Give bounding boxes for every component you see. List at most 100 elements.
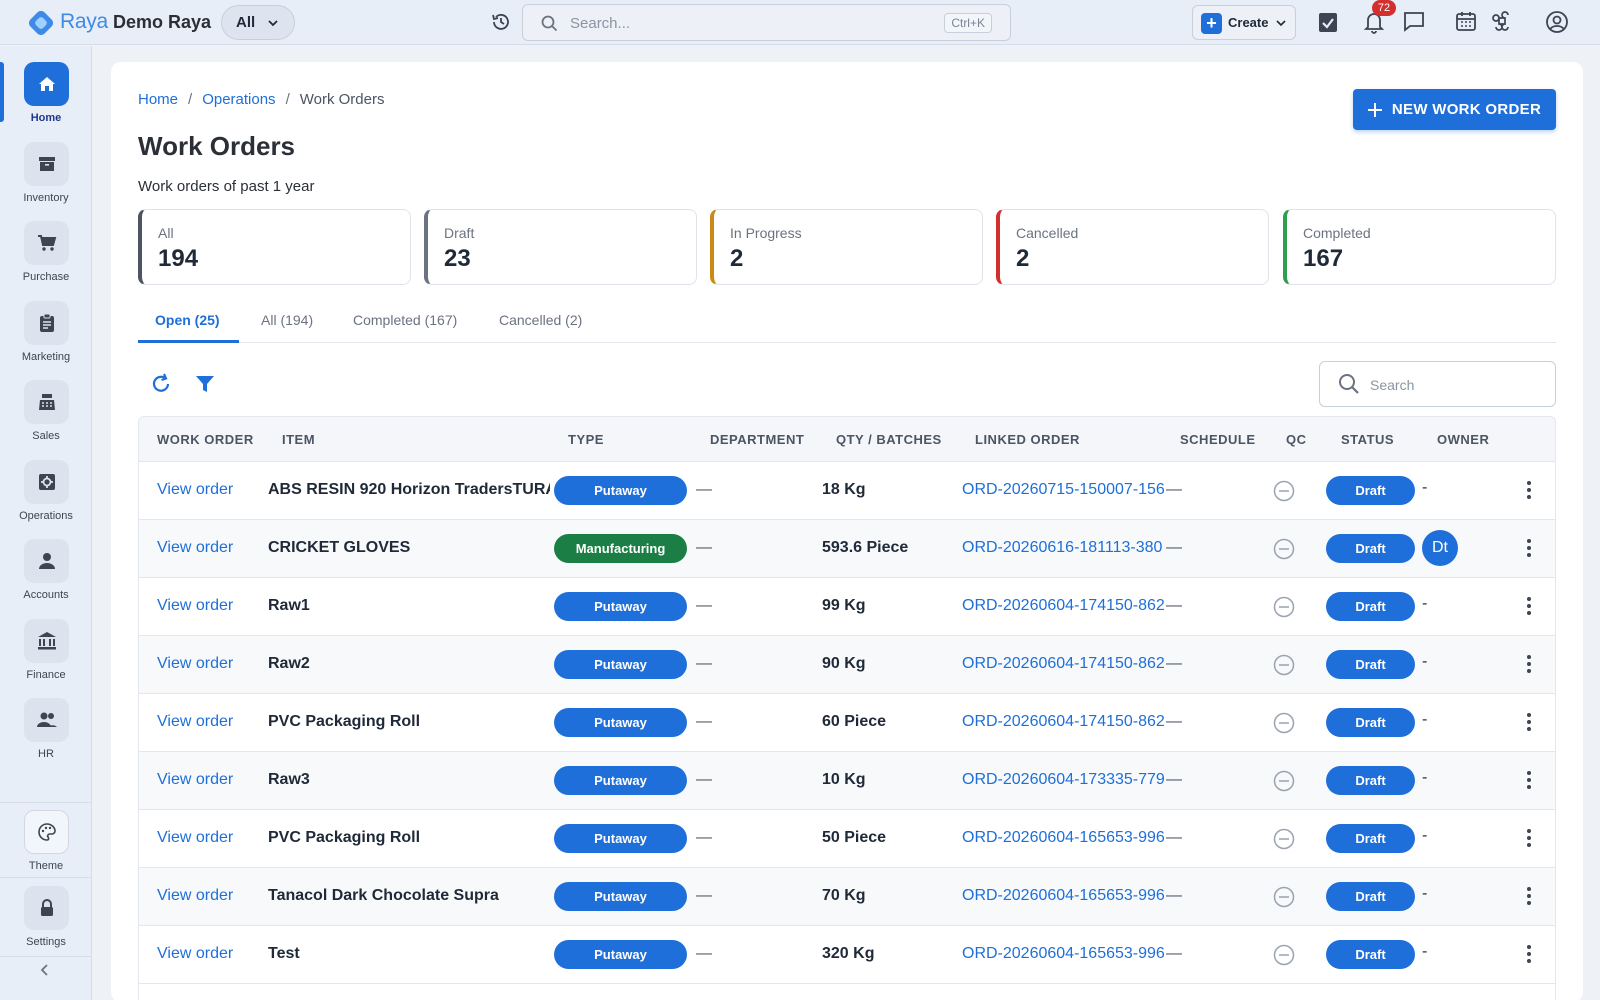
linked-order-link[interactable]: ORD-20260715-150007-156	[962, 481, 1165, 498]
command-icon[interactable]	[1491, 10, 1513, 32]
status-badge: Draft	[1326, 476, 1415, 505]
breadcrumb-operations-link[interactable]: Operations	[202, 91, 276, 108]
department-value: —	[696, 945, 712, 962]
column-header-owner[interactable]: OWNER	[1437, 432, 1490, 447]
tasks-check-icon[interactable]	[1317, 10, 1339, 34]
view-order-link[interactable]: View order	[157, 829, 234, 846]
table-row[interactable]: View order PVC Packaging Roll Putaway — …	[139, 810, 1555, 868]
column-header-linked-order[interactable]: LINKED ORDER	[975, 432, 1080, 447]
view-order-link[interactable]: View order	[157, 655, 234, 672]
table-row[interactable]: View order Raw2 Putaway — 90 Kg ORD-2026…	[139, 636, 1555, 694]
more-vertical-icon[interactable]	[1526, 828, 1532, 848]
sidebar-item-sales[interactable]: Sales	[0, 380, 92, 458]
more-vertical-icon[interactable]	[1526, 538, 1532, 558]
item-name: Tanacol Dark Chocolate Supra	[268, 887, 499, 904]
column-header-department[interactable]: DEPARTMENT	[710, 432, 805, 447]
linked-order-link[interactable]: ORD-20260604-174150-862	[962, 713, 1165, 730]
sidebar-item-label: Settings	[26, 936, 66, 948]
column-header-item[interactable]: ITEM	[282, 432, 316, 447]
table-row[interactable]: View order CRICKET GLOVES Manufacturing …	[139, 520, 1555, 578]
table-row[interactable]: View order Tanacol Dark Chocolate Supra …	[139, 868, 1555, 926]
view-order-link[interactable]: View order	[157, 597, 234, 614]
linked-order-link[interactable]: ORD-20260604-174150-862	[962, 655, 1165, 672]
tab-completed[interactable]: Completed (167)	[353, 312, 458, 328]
tab-all[interactable]: All (194)	[261, 312, 314, 328]
sidebar-item-accounts[interactable]: Accounts	[0, 539, 92, 617]
stat-card-draft[interactable]: Draft 23	[424, 209, 697, 285]
column-header-status[interactable]: STATUS	[1341, 432, 1395, 447]
linked-order-link[interactable]: ORD-20260616-181113-380	[962, 539, 1163, 556]
linked-order-link[interactable]: ORD-20260604-165653-996	[962, 887, 1165, 904]
view-order-link[interactable]: View order	[157, 481, 234, 498]
more-vertical-icon[interactable]	[1526, 770, 1532, 790]
owner-avatar[interactable]: Dt	[1422, 530, 1458, 566]
user-account-icon[interactable]	[1545, 10, 1569, 34]
column-header-type[interactable]: TYPE	[568, 432, 604, 447]
stat-card-cancelled[interactable]: Cancelled 2	[996, 209, 1269, 285]
calendar-icon[interactable]	[1455, 10, 1477, 32]
sidebar-item-finance[interactable]: Finance	[0, 619, 92, 697]
item-name: ABS RESIN 920 Horizon TradersTURAL	[268, 481, 550, 498]
stat-card-completed[interactable]: Completed 167	[1283, 209, 1556, 285]
table-row[interactable]: View order Raw1 Putaway — 99 Kg ORD-2026…	[139, 578, 1555, 636]
stat-label: All	[158, 225, 174, 241]
more-vertical-icon[interactable]	[1526, 886, 1532, 906]
global-search-input[interactable]: Search... Ctrl+K	[522, 4, 1011, 41]
column-header-qc[interactable]: QC	[1286, 432, 1307, 447]
stat-card-in-progress[interactable]: In Progress 2	[710, 209, 983, 285]
sidebar-item-theme[interactable]: Theme	[0, 810, 92, 888]
sidebar-item-hr[interactable]: HR	[0, 698, 92, 776]
item-name: PVC Packaging Roll	[268, 829, 421, 846]
column-header-schedule[interactable]: SCHEDULE	[1180, 432, 1256, 447]
sidebar-item-purchase[interactable]: Purchase	[0, 221, 92, 299]
table-search-input[interactable]: Search	[1319, 361, 1556, 407]
chevron-down-icon	[268, 20, 278, 27]
column-header-qty-batches[interactable]: QTY / BATCHES	[836, 432, 942, 447]
linked-order-link[interactable]: ORD-20260604-173335-779	[962, 771, 1165, 788]
linked-order-link[interactable]: ORD-20260604-165653-996	[962, 829, 1165, 846]
more-vertical-icon[interactable]	[1526, 712, 1532, 732]
linked-order-link[interactable]: ORD-20260604-174150-862	[962, 597, 1165, 614]
create-button[interactable]: + Create	[1192, 5, 1296, 40]
tab-open[interactable]: Open (25)	[155, 312, 220, 328]
view-order-link[interactable]: View order	[157, 887, 234, 904]
more-vertical-icon[interactable]	[1526, 480, 1532, 500]
tab-cancelled[interactable]: Cancelled (2)	[499, 312, 583, 328]
sidebar-item-label: Marketing	[21, 351, 71, 363]
stat-label: Draft	[444, 225, 475, 241]
more-vertical-icon[interactable]	[1526, 596, 1532, 616]
breadcrumb-home-link[interactable]: Home	[138, 91, 179, 108]
refresh-icon[interactable]	[150, 373, 172, 395]
sidebar-item-operations[interactable]: Operations	[0, 460, 92, 538]
filter-icon[interactable]	[194, 373, 216, 395]
sidebar-item-inventory[interactable]: Inventory	[0, 142, 92, 220]
sidebar-item-home[interactable]: Home	[0, 62, 92, 140]
breadcrumb-current: Work Orders	[299, 91, 385, 108]
stat-card-all[interactable]: All 194	[138, 209, 411, 285]
bank-icon	[37, 632, 56, 650]
view-order-link[interactable]: View order	[157, 771, 234, 788]
owner-empty: -	[1422, 827, 1428, 844]
column-header-work-order[interactable]: WORK ORDER	[157, 432, 254, 447]
more-vertical-icon[interactable]	[1526, 654, 1532, 674]
chat-icon[interactable]	[1403, 10, 1425, 32]
table-row[interactable]: View order PVC Packaging Roll Putaway — …	[139, 694, 1555, 752]
view-order-link[interactable]: View order	[157, 945, 234, 962]
type-badge: Putaway	[554, 824, 687, 853]
qc-not-applicable-icon	[1273, 538, 1295, 560]
table-row[interactable]: View order ABS RESIN 920 Horizon Traders…	[139, 462, 1555, 520]
new-work-order-button[interactable]: NEW WORK ORDER	[1353, 89, 1556, 130]
table-row[interactable]: View order Raw3 Putaway — 10 Kg ORD-2026…	[139, 752, 1555, 810]
view-order-link[interactable]: View order	[157, 539, 234, 556]
scope-selector[interactable]: All	[221, 5, 295, 40]
qc-not-applicable-icon	[1273, 770, 1295, 792]
qty-value: 593.6 Piece	[822, 539, 909, 556]
view-order-link[interactable]: View order	[157, 713, 234, 730]
sidebar-item-marketing[interactable]: Marketing	[0, 301, 92, 379]
more-vertical-icon[interactable]	[1526, 944, 1532, 964]
table-row[interactable]: View order Test Putaway — 320 Kg ORD-202…	[139, 926, 1555, 984]
sidebar-item-settings[interactable]: Settings	[0, 886, 92, 964]
history-icon[interactable]	[490, 11, 512, 33]
collapse-sidebar-icon[interactable]	[38, 963, 52, 977]
linked-order-link[interactable]: ORD-20260604-165653-996	[962, 945, 1165, 962]
